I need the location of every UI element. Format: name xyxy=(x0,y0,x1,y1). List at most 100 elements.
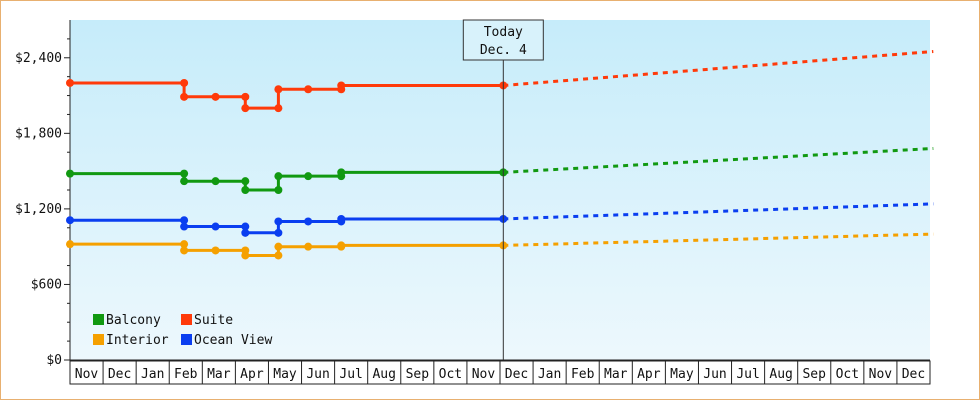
data-point xyxy=(180,216,189,225)
y-tick-label: $600 xyxy=(31,277,62,292)
data-point xyxy=(337,81,346,90)
data-point xyxy=(274,104,283,113)
data-point xyxy=(180,246,189,255)
data-point xyxy=(180,240,189,249)
forecast-line xyxy=(503,49,934,87)
x-month-label: Apr xyxy=(240,367,264,382)
x-month-label: Jan xyxy=(141,367,164,382)
plot-area xyxy=(70,20,930,360)
x-month-label: Feb xyxy=(571,367,595,382)
forecast-line xyxy=(503,202,934,221)
x-month-label: Nov xyxy=(472,367,496,382)
x-month-label: Apr xyxy=(637,367,661,382)
data-point xyxy=(241,92,250,101)
today-box xyxy=(462,19,544,61)
data-point xyxy=(241,104,250,113)
data-point xyxy=(66,78,74,87)
legend-label: Ocean View xyxy=(194,333,272,348)
data-point xyxy=(274,172,283,181)
legend-item-interior: Interior xyxy=(93,333,169,348)
data-point xyxy=(304,85,313,94)
data-point xyxy=(274,217,283,226)
data-point xyxy=(66,216,74,225)
y-tick-label: $0 xyxy=(46,353,62,368)
data-point xyxy=(274,251,283,260)
data-point xyxy=(66,169,74,178)
data-point xyxy=(241,228,250,237)
data-point xyxy=(337,214,346,223)
data-point xyxy=(241,222,250,231)
today-marker: Today Dec. 4 xyxy=(462,19,544,360)
x-month-label: Mar xyxy=(207,367,231,382)
data-point xyxy=(180,78,189,87)
legend-item-ocean-view: Ocean View xyxy=(181,333,272,348)
x-month-label: Aug xyxy=(372,367,395,382)
series-balcony xyxy=(66,146,934,194)
x-month-label: Sep xyxy=(406,367,430,382)
x-month-label: Oct xyxy=(836,367,859,382)
y-tick-label: $1,800 xyxy=(15,126,62,141)
x-month-label: Feb xyxy=(174,367,198,382)
legend-label: Balcony xyxy=(106,313,161,328)
data-point xyxy=(211,177,220,186)
x-month-label: Jun xyxy=(703,367,726,382)
x-month-label: Dec xyxy=(505,367,528,382)
legend-label: Suite xyxy=(194,313,233,328)
data-point xyxy=(180,177,189,186)
data-point xyxy=(211,246,220,255)
x-month-label: Nov xyxy=(869,367,893,382)
data-point xyxy=(304,172,313,181)
x-month-label: May xyxy=(670,367,694,382)
data-point xyxy=(274,242,283,251)
x-month-label: Jul xyxy=(736,367,759,382)
series-interior xyxy=(66,232,934,260)
y-tick-label: $1,200 xyxy=(15,202,62,217)
x-month-label: Jun xyxy=(306,367,329,382)
data-point xyxy=(241,251,250,260)
forecast-line xyxy=(503,146,934,174)
data-point xyxy=(66,240,74,249)
data-point xyxy=(337,168,346,177)
data-point xyxy=(337,241,346,250)
y-tick-label: $2,400 xyxy=(15,51,62,66)
data-point xyxy=(180,169,189,178)
x-month-label: May xyxy=(273,367,297,382)
data-point xyxy=(241,186,250,194)
data-point xyxy=(274,228,283,237)
series-suite xyxy=(66,49,934,113)
legend-item-suite: Suite xyxy=(181,313,233,328)
data-point xyxy=(274,85,283,94)
x-month-label: Dec xyxy=(902,367,925,382)
legend-swatch xyxy=(93,314,104,325)
data-point xyxy=(180,222,189,231)
legend-item-balcony: Balcony xyxy=(93,313,161,328)
legend-swatch xyxy=(93,334,104,345)
today-date: Dec. 4 xyxy=(480,43,527,58)
data-point xyxy=(274,186,283,194)
data-point xyxy=(211,222,220,231)
legend-swatch xyxy=(181,314,192,325)
today-label: Today xyxy=(484,25,523,40)
x-month-label: Aug xyxy=(769,367,792,382)
x-month-label: Oct xyxy=(439,367,462,382)
data-point xyxy=(304,242,313,251)
x-axis: Nov Dec Jan Feb Mar Apr May Jun Jul Aug Sep Oct Nov D… xyxy=(69,359,931,385)
x-month-label: Dec xyxy=(108,367,131,382)
x-month-label: Nov xyxy=(75,367,99,382)
series-layer xyxy=(66,49,934,260)
data-point xyxy=(241,177,250,186)
x-month-label: Sep xyxy=(802,367,826,382)
legend: Balcony Suite Interior Ocean View xyxy=(93,313,272,348)
x-month-label: Mar xyxy=(604,367,628,382)
legend-swatch xyxy=(181,334,192,345)
x-month-label: Jul xyxy=(339,367,362,382)
y-axis: $0 $600 $1,200 $1,800 $2,400 xyxy=(15,20,71,368)
data-point xyxy=(211,92,220,101)
series-ocean-view xyxy=(66,202,934,237)
data-point xyxy=(180,92,189,101)
x-month-label: Jan xyxy=(538,367,561,382)
legend-label: Interior xyxy=(106,333,169,348)
forecast-line xyxy=(503,232,934,247)
data-point xyxy=(304,217,313,226)
